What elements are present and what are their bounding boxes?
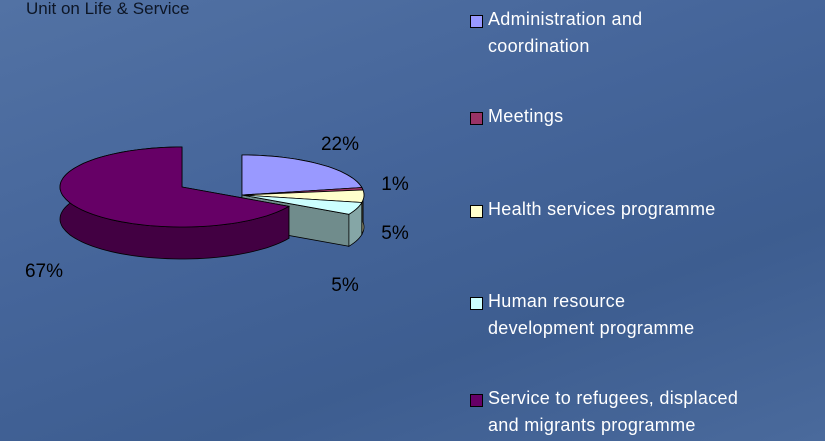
legend-swatch bbox=[470, 394, 483, 407]
slice bbox=[241, 189, 365, 203]
pie bbox=[59, 146, 365, 260]
legend-swatch bbox=[470, 297, 483, 310]
slice bbox=[59, 146, 291, 228]
legend-label: Meetings bbox=[488, 106, 564, 126]
data-label: 22% bbox=[321, 134, 359, 155]
legend-label: Service to refugees, displaced and migra… bbox=[488, 388, 739, 435]
legend-swatch bbox=[470, 205, 483, 218]
legend-label: Health services programme bbox=[488, 199, 716, 219]
data-label: 5% bbox=[331, 275, 359, 296]
data-label: 5% bbox=[381, 223, 409, 244]
slice bbox=[241, 194, 363, 215]
slice bbox=[241, 154, 363, 196]
legend-label: Human resource development programme bbox=[488, 291, 695, 338]
data-label: 67% bbox=[25, 261, 63, 282]
chart-title: Unit on Life & Service bbox=[26, 0, 189, 18]
legend-swatch bbox=[470, 112, 483, 125]
data-label: 1% bbox=[381, 174, 409, 195]
legend-swatch bbox=[470, 15, 483, 28]
legend-label: Administration and coordination bbox=[488, 9, 643, 56]
